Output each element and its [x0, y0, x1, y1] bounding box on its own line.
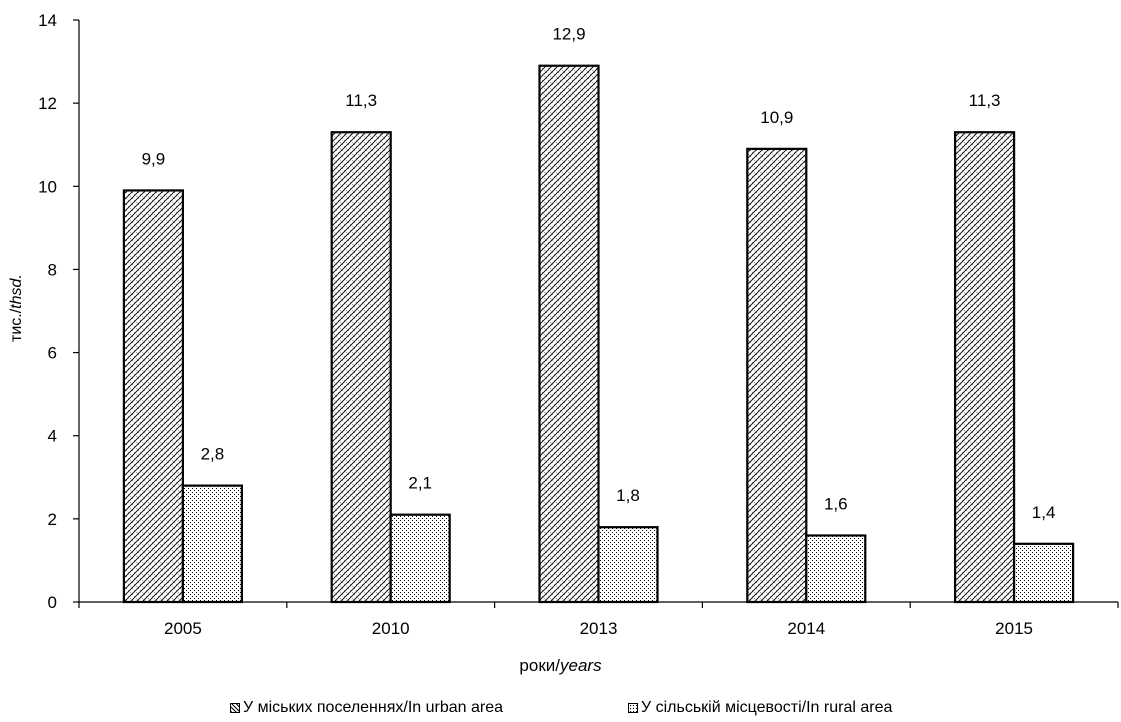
bar-rural	[181, 484, 243, 604]
x-axis-label: роки/years	[0, 656, 1121, 676]
bar-rural	[805, 534, 867, 604]
legend-item-urban: У міських поселеннях/In urban area	[230, 699, 503, 717]
data-label: 1,4	[1032, 503, 1056, 522]
data-label: 12,9	[552, 25, 585, 44]
bar-urban	[953, 131, 1016, 604]
bar-urban	[330, 131, 392, 604]
legend-swatch-urban-icon	[230, 703, 240, 713]
y-tick-label: 2	[48, 510, 57, 529]
data-label: 10,9	[760, 108, 793, 127]
bar-urban	[538, 64, 600, 604]
legend-label-urban: У міських поселеннях/In urban area	[243, 699, 504, 716]
data-labels: 9,9 2,8 11,3 2,1 12,9 1,8 10,9 1,6 11,3 1,4	[142, 25, 1056, 522]
bars	[122, 64, 1075, 604]
data-label: 11,3	[969, 91, 1001, 110]
legend-item-rural: У сільській місцевості/In rural area	[628, 699, 892, 717]
bar-rural	[597, 526, 659, 604]
axes: 0 2 4 6 8 10 12 14 2005 2010 2013 2014 2015	[38, 11, 1119, 638]
y-tick-label: 10	[38, 177, 57, 196]
data-label: 2,1	[408, 474, 432, 493]
y-tick-label: 14	[38, 11, 57, 30]
legend-label-rural: У сільській місцевості/In rural area	[641, 699, 893, 716]
y-tick-label: 8	[48, 260, 57, 279]
bar-rural	[1012, 542, 1075, 604]
x-tick-label: 2014	[787, 619, 825, 638]
data-label: 9,9	[142, 149, 166, 168]
bar-rural	[389, 513, 451, 604]
y-tick-label: 12	[38, 94, 57, 113]
x-axis-label-italic: years	[560, 656, 602, 675]
data-label: 2,8	[201, 445, 225, 464]
x-tick-label: 2010	[372, 619, 410, 638]
y-axis-label-italic: thsd.	[8, 274, 25, 309]
data-label: 11,3	[345, 91, 377, 110]
bar-urban	[122, 189, 185, 604]
data-label: 1,6	[824, 494, 848, 513]
x-axis-label-main: роки/	[519, 656, 560, 675]
y-tick-label: 0	[48, 593, 57, 612]
legend-swatch-rural-icon	[628, 703, 638, 713]
x-tick-label: 2005	[164, 619, 202, 638]
bar-urban	[746, 147, 808, 604]
legend: У міських поселеннях/In urban area У сіл…	[0, 699, 1121, 721]
y-axis-label-main: тис./	[8, 308, 25, 342]
y-tick-label: 6	[48, 344, 57, 363]
y-tick-label: 4	[48, 427, 57, 446]
x-tick-label: 2015	[995, 619, 1033, 638]
x-tick-label: 2013	[580, 619, 618, 638]
data-label: 1,8	[616, 486, 640, 505]
